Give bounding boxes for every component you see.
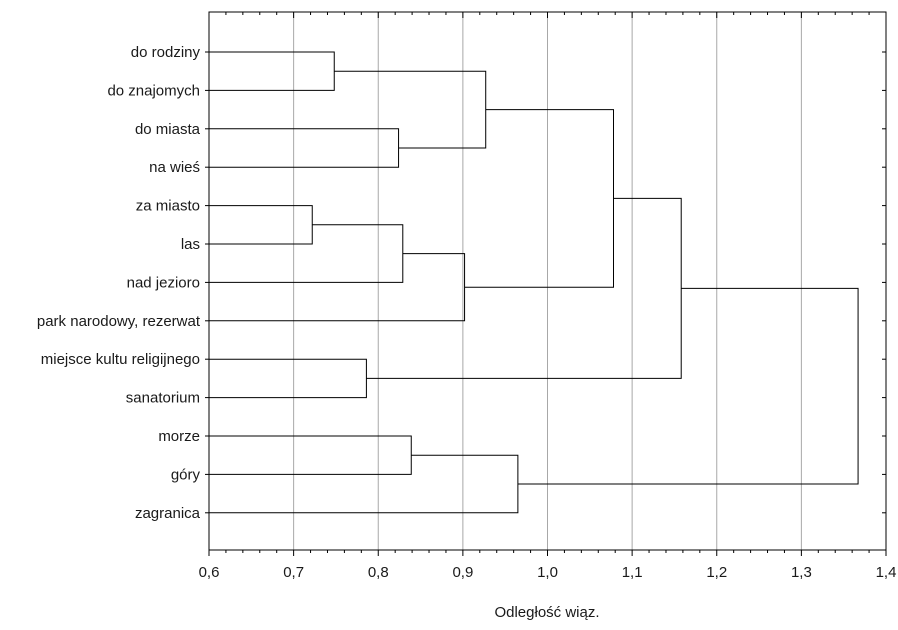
leaf-label: miejsce kultu religijnego bbox=[41, 351, 200, 368]
x-tick-label: 0,9 bbox=[452, 564, 473, 581]
dendrogram-link bbox=[209, 128, 400, 168]
leaf-label: do znajomych bbox=[107, 82, 200, 99]
dendrogram-link bbox=[209, 358, 367, 399]
x-tick-label: 1,4 bbox=[876, 564, 897, 581]
dendrogram-link bbox=[209, 253, 466, 322]
leaf-labels: do rodziny do znajomych do miasta na wieś za… bbox=[37, 44, 201, 522]
x-tick-label: 0,8 bbox=[368, 564, 389, 581]
dendrogram-link bbox=[209, 205, 313, 245]
leaf-label: nad jezioro bbox=[127, 274, 200, 291]
leaf-label: góry bbox=[171, 466, 201, 483]
leaf-label: do rodziny bbox=[131, 44, 201, 61]
x-tick-label: 1,2 bbox=[706, 564, 727, 581]
leaf-label: na wieś bbox=[149, 159, 200, 176]
x-axis: 0,6 0,7 0,8 0,9 1,0 1,1 1,2 1,3 1,4 bbox=[199, 12, 897, 581]
grid-layer bbox=[293, 12, 802, 550]
dendrogram-link bbox=[209, 51, 335, 91]
leaf-label: sanatorium bbox=[126, 390, 200, 407]
dendrogram-link bbox=[209, 224, 404, 283]
leaf-label: las bbox=[181, 236, 200, 253]
x-axis-title: Odległość wiąz. bbox=[494, 604, 599, 621]
dendrogram-link bbox=[366, 197, 682, 379]
leaf-label: park narodowy, rezerwat bbox=[37, 313, 201, 330]
dendrogram-link bbox=[464, 109, 615, 288]
leaf-label: morze bbox=[158, 428, 200, 445]
x-tick-label: 1,1 bbox=[622, 564, 643, 581]
x-tick-label: 0,6 bbox=[199, 564, 220, 581]
dendrogram-links bbox=[209, 51, 859, 514]
dendrogram-link bbox=[517, 287, 859, 485]
leaf-label: za miasto bbox=[136, 198, 200, 215]
leaf-label: zagranica bbox=[135, 505, 201, 522]
x-tick-label: 1,3 bbox=[791, 564, 812, 581]
x-tick-label: 1,0 bbox=[537, 564, 558, 581]
x-tick-label: 0,7 bbox=[283, 564, 304, 581]
dendrogram-link bbox=[209, 435, 412, 475]
dendrogram-link bbox=[209, 454, 519, 514]
leaf-label: do miasta bbox=[135, 121, 201, 138]
